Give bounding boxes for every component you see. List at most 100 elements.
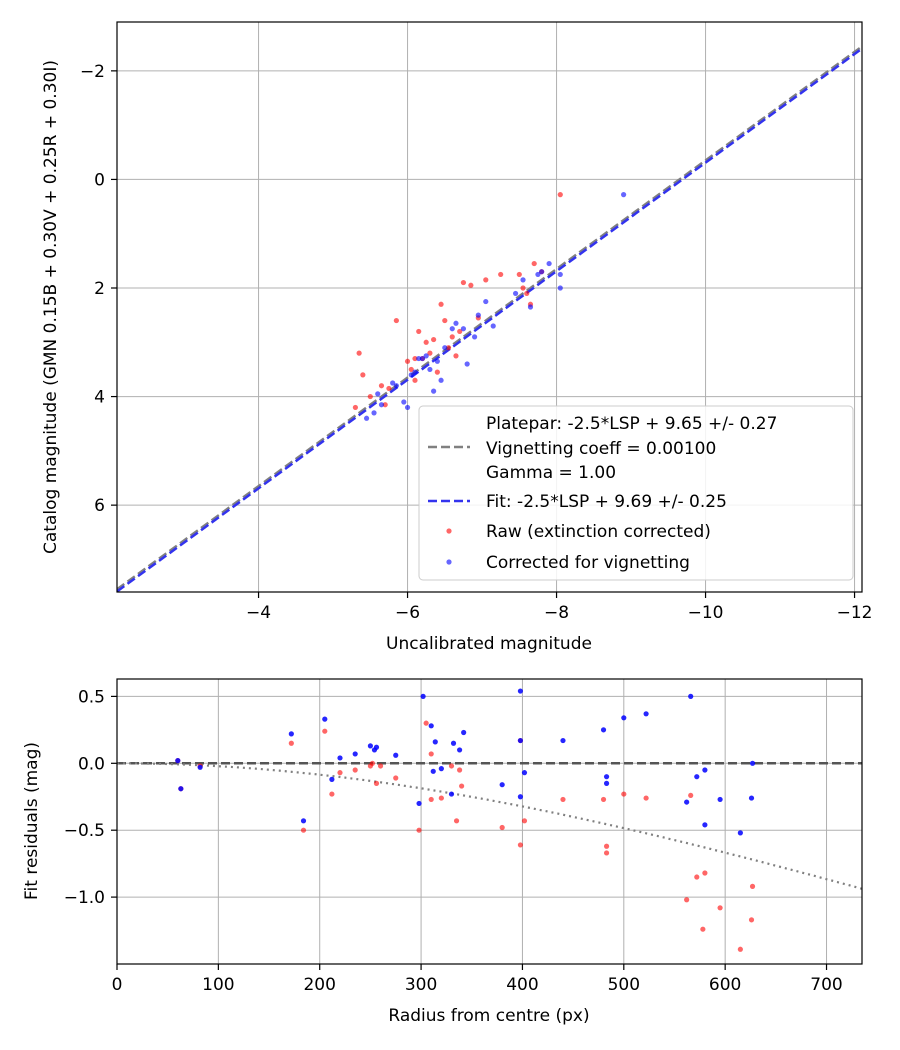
raw-point	[367, 393, 373, 400]
raw-point	[423, 339, 429, 345]
corrected-point	[490, 323, 496, 329]
raw-residual-point	[428, 796, 434, 803]
residuals-x-tick-label: 600	[709, 975, 741, 995]
raw-residual-point	[603, 843, 610, 849]
raw-residual-point	[600, 796, 607, 803]
corrected-point	[427, 366, 433, 373]
raw-point	[438, 301, 444, 307]
calibration-y-tick-label: 2	[94, 279, 105, 299]
residuals-lines	[117, 762, 862, 890]
residuals-y-tick-label: 0.0	[78, 754, 105, 774]
raw-residual-point	[694, 874, 700, 880]
calibration-x-tick-label: −12	[837, 603, 873, 623]
calibration-y-tick-label: 0	[94, 170, 105, 190]
residuals-x-tick-label: 700	[810, 975, 842, 995]
raw-point	[352, 404, 358, 411]
corrected-residual-point	[438, 766, 444, 772]
residuals-x-tick-label: 500	[608, 975, 640, 995]
raw-residual-point	[329, 791, 335, 797]
corrected-point	[419, 355, 426, 362]
corrected-residual-point	[461, 729, 467, 736]
calibration-y-tick-label: 6	[94, 496, 105, 516]
raw-point	[460, 279, 467, 286]
raw-point	[412, 377, 418, 383]
raw-residual-point	[438, 795, 444, 801]
corrected-point	[416, 355, 422, 362]
calibration-x-tick-label: −6	[395, 603, 420, 623]
raw-point	[468, 282, 474, 288]
calibration-y-axis-label: Catalog magnitude (GMN 0.15B + 0.30V + 0…	[41, 60, 61, 554]
corrected-residual-point	[499, 782, 505, 788]
raw-point	[360, 372, 366, 378]
raw-point	[457, 328, 463, 335]
corrected-residual-point	[560, 737, 566, 744]
residuals-x-tick-label: 200	[303, 975, 335, 995]
residuals-x-tick-label: 300	[405, 975, 437, 995]
raw-residual-point	[300, 827, 307, 833]
corrected-point	[375, 391, 381, 397]
raw-residual-point	[352, 767, 358, 773]
corrected-point	[434, 358, 440, 364]
residuals-chart: 0 100 200 300 400 500 600 700 0.5 0.0 −0.5 −1.0 Ra…	[22, 678, 863, 1026]
calibration-legend: Platepar: -2.5*LSP + 9.65 +/- 0.27 Vigne…	[418, 405, 854, 581]
raw-point	[531, 260, 537, 267]
corrected-point	[404, 404, 411, 411]
raw-residual-point	[700, 926, 706, 932]
raw-residual-point	[717, 905, 723, 911]
corrected-residual-point	[288, 731, 294, 737]
raw-point	[408, 366, 414, 373]
corrected-residual-point	[600, 727, 607, 733]
residuals-x-tick-label: 0	[112, 975, 123, 995]
raw-residual-point	[373, 780, 380, 786]
raw-point	[412, 355, 418, 362]
calibration-axes-frame	[116, 21, 863, 593]
raw-residual-point	[702, 870, 708, 876]
corrected-residual-point	[717, 796, 723, 803]
corrected-point	[546, 260, 552, 267]
legend-gamma-label: Gamma = 1.00	[486, 463, 616, 483]
corrected-point	[438, 377, 444, 383]
calibration-x-tick-label: −8	[544, 603, 569, 623]
corrected-point	[371, 410, 377, 416]
corrected-point	[449, 326, 455, 332]
corrected-point	[442, 345, 448, 351]
calibration-x-axis-label: Uncalibrated magnitude	[386, 634, 592, 654]
raw-point	[356, 350, 362, 356]
corrected-point	[475, 312, 481, 318]
raw-residual-point	[456, 767, 463, 773]
raw-point	[378, 383, 385, 389]
raw-residual-point	[448, 763, 455, 769]
raw-point	[483, 277, 489, 283]
legend-corrected-marker	[446, 559, 452, 565]
corrected-point	[557, 271, 563, 278]
calibration-chart: −4 −6 −8 −10 −12 −2 0 2 4 6 Uncalibrated magnitu…	[41, 21, 873, 654]
raw-residual-point	[288, 740, 294, 746]
corrected-point	[408, 372, 414, 378]
raw-residual-point	[459, 783, 465, 789]
corrected-point	[460, 326, 467, 332]
residuals-y-axis-label: Fit residuals (mag)	[22, 742, 42, 900]
corrected-residual-point	[178, 786, 184, 792]
raw-point	[524, 290, 530, 297]
raw-point	[520, 285, 526, 291]
corrected-residual-point	[416, 800, 422, 807]
corrected-residual-point	[621, 715, 627, 721]
corrected-residual-point	[337, 755, 343, 761]
raw-residual-point	[393, 775, 399, 781]
legend-platepar-label: Platepar: -2.5*LSP + 9.65 +/- 0.27	[486, 414, 777, 434]
residuals-y-tick-label: 0.5	[78, 687, 105, 707]
calibration-points	[352, 192, 627, 421]
corrected-residual-point	[322, 716, 328, 722]
corrected-residual-point	[643, 711, 649, 717]
corrected-residual-point	[603, 774, 610, 780]
corrected-point	[483, 298, 489, 305]
raw-point	[386, 385, 392, 392]
corrected-residual-point	[367, 743, 374, 749]
calibration-x-tick-label: −10	[688, 603, 724, 623]
corrected-residual-point	[428, 723, 434, 729]
raw-point	[445, 345, 452, 351]
corrected-residual-point	[300, 818, 307, 824]
corrected-residual-point	[517, 688, 524, 694]
corrected-residual-point	[684, 799, 690, 805]
